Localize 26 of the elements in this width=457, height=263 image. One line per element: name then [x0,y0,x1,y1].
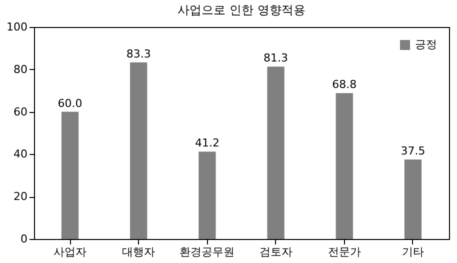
x-tick-label: 환경공무원 [180,246,235,258]
y-tick-label: 80 [14,62,28,76]
data-label: 83.3 [126,47,151,60]
y-tick-label: 60 [14,105,28,118]
bar [198,152,216,239]
y-tick-label: 0 [20,232,28,246]
bar [130,62,148,239]
data-label: 60.0 [58,96,82,110]
bar [404,160,422,239]
x-tick-label: 검토자 [259,246,292,258]
y-tick-label: 100 [6,20,28,34]
data-label: 37.5 [400,144,426,158]
x-tick-label: 전문가 [328,246,361,258]
bar [336,93,353,239]
bar [267,66,284,239]
legend-label: 긍정 [415,38,437,51]
x-tick-label: 대행자 [122,246,156,258]
y-tick-label: 40 [14,148,28,161]
bar [61,112,79,239]
chart-title: 사업으로 인한 영향적용 [178,3,306,17]
x-tick-label: 기타 [402,246,424,258]
y-tick-label: 20 [14,190,28,204]
x-tick-label: 사업자 [54,246,87,258]
data-label: 68.8 [332,78,357,92]
data-label: 41.2 [194,136,220,150]
data-label: 81.3 [264,52,288,65]
